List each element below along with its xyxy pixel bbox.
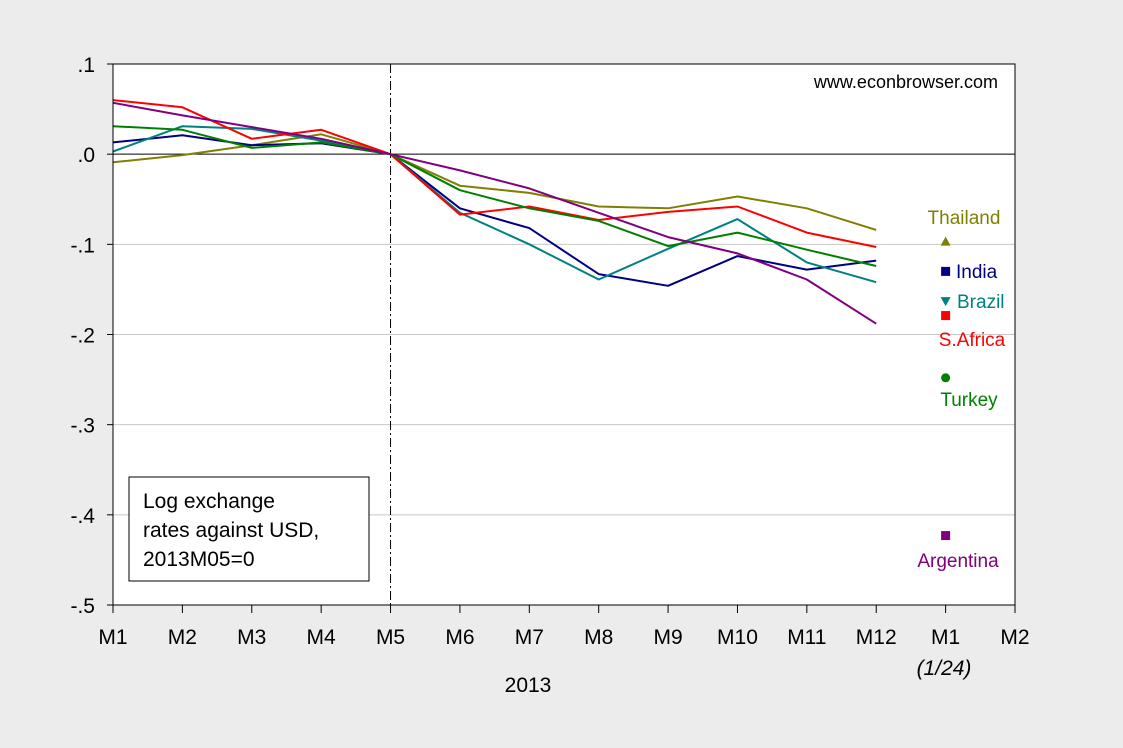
y-tick-label-3: -.2 xyxy=(70,325,95,348)
x-tick-label-9: M10 xyxy=(717,626,758,649)
x-tick-label-6: M7 xyxy=(515,626,544,649)
series-lines xyxy=(112,99,877,325)
series-label-india: India xyxy=(956,262,998,283)
x-tick-label-11: M12 xyxy=(856,626,897,649)
series-line-argentina xyxy=(112,101,877,325)
x-tick-label-8: M9 xyxy=(653,626,682,649)
x-axis-label: 2013 xyxy=(505,674,552,697)
x-tick-label-12: M1 xyxy=(931,626,960,649)
series-labels: Thailand India Brazil S.Africa Turkey Argenti… xyxy=(917,208,1005,572)
y-tick-label-5: -.4 xyxy=(70,505,95,528)
endpoint-marker-brazil xyxy=(940,297,951,307)
series-label-argentina: Argentina xyxy=(917,551,999,572)
series-label-thailand: Thailand xyxy=(928,208,1001,229)
y-tick-label-0: .1 xyxy=(77,54,95,77)
x-tick-label-13: M2 xyxy=(1000,626,1029,649)
y-tick-label-4: -.3 xyxy=(70,415,95,438)
x-axis-sublabel: (1/24) xyxy=(917,657,972,680)
x-tick-label-7: M8 xyxy=(584,626,613,649)
endpoint-marker-thailand xyxy=(940,236,951,246)
x-axis: M1 M2 M3 M4 M5 M6 M7 M8 M9 M10 M11 M12 M1 M2 xyxy=(98,605,1030,649)
endpoint-marker-argentina xyxy=(941,531,951,541)
x-tick-label-2: M3 xyxy=(237,626,266,649)
endpoint-marker-safrica xyxy=(941,311,951,321)
x-tick-label-10: M11 xyxy=(787,626,826,649)
x-tick-label-5: M6 xyxy=(445,626,474,649)
x-tick-label-0: M1 xyxy=(98,626,127,649)
series-line-safrica xyxy=(112,99,877,248)
endpoint-markers xyxy=(940,236,951,541)
series-label-turkey: Turkey xyxy=(940,390,998,411)
endpoint-marker-india xyxy=(941,266,951,276)
series-line-thailand xyxy=(112,133,877,231)
series-label-safrica: S.Africa xyxy=(939,330,1006,351)
y-tick-label-2: -.1 xyxy=(70,234,95,257)
annotation-line-3: 2013M05=0 xyxy=(143,548,255,571)
y-tick-label-6: -.5 xyxy=(70,595,95,618)
x-tick-label-3: M4 xyxy=(307,626,336,649)
y-axis: .1 .0 -.1 -.2 -.3 -.4 -.5 xyxy=(70,54,113,618)
x-tick-label-1: M2 xyxy=(168,626,197,649)
annotation-line-1: Log exchange xyxy=(143,490,275,513)
y-tick-label-1: .0 xyxy=(77,144,95,167)
series-line-brazil xyxy=(112,125,877,284)
endpoint-marker-turkey xyxy=(941,373,951,383)
series-label-brazil: Brazil xyxy=(957,292,1005,313)
source-note: www.econbrowser.com xyxy=(813,72,998,92)
annotation-line-2: rates against USD, xyxy=(143,519,319,542)
x-tick-label-4: M5 xyxy=(376,626,405,649)
annotation-box: Log exchange rates against USD, 2013M05=… xyxy=(128,476,370,582)
series-line-turkey xyxy=(112,125,877,267)
